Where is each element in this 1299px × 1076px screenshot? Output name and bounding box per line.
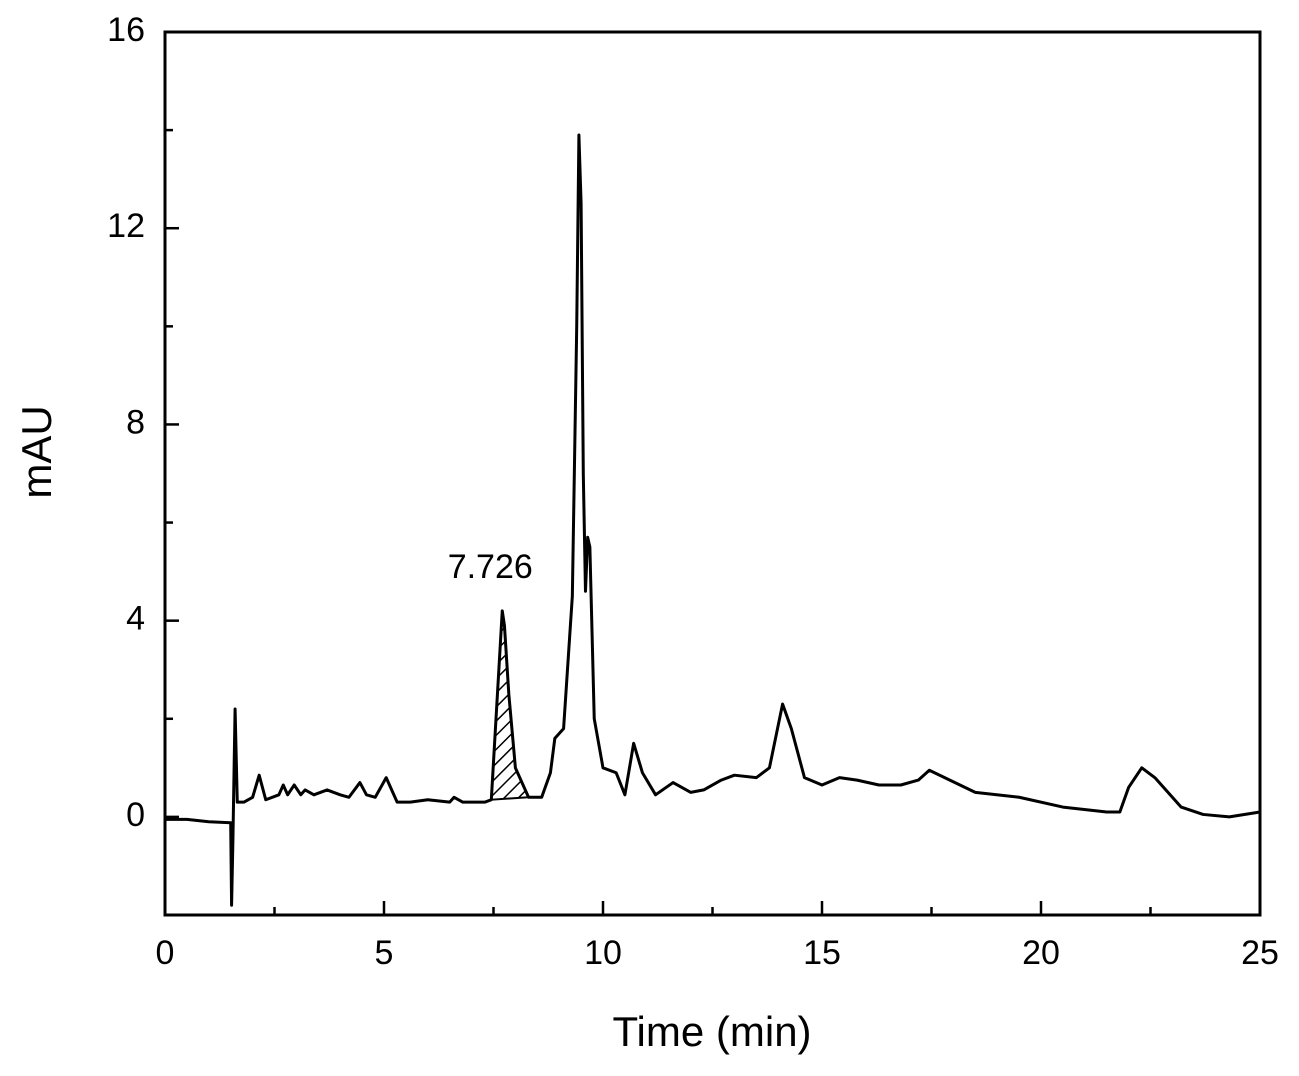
x-tick-label: 10 (584, 934, 622, 972)
y-tick-label: 4 (126, 600, 145, 638)
y-tick-label: 12 (107, 207, 145, 245)
y-axis-title: mAU (13, 405, 60, 498)
x-axis-title: Time (min) (612, 1008, 811, 1055)
peak-annotation: 7.726 (448, 548, 533, 586)
x-tick-label: 0 (156, 934, 175, 972)
x-tick-label: 25 (1241, 934, 1279, 972)
x-tick-label: 5 (375, 934, 394, 972)
y-tick-label: 16 (107, 11, 145, 49)
x-tick-label: 15 (803, 934, 841, 972)
y-tick-label: 0 (126, 796, 145, 834)
x-tick-label: 20 (1022, 934, 1060, 972)
plot-frame (163, 30, 1262, 917)
y-tick-label: 8 (126, 403, 145, 441)
chromatogram-line (165, 133, 1261, 907)
